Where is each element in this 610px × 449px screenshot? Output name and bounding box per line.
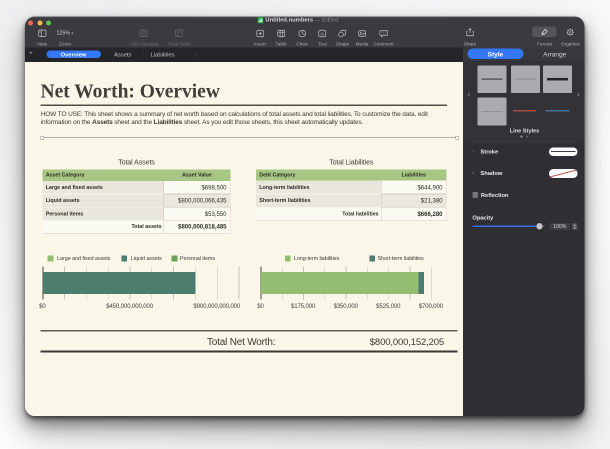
- svg-text:A: A: [321, 31, 325, 37]
